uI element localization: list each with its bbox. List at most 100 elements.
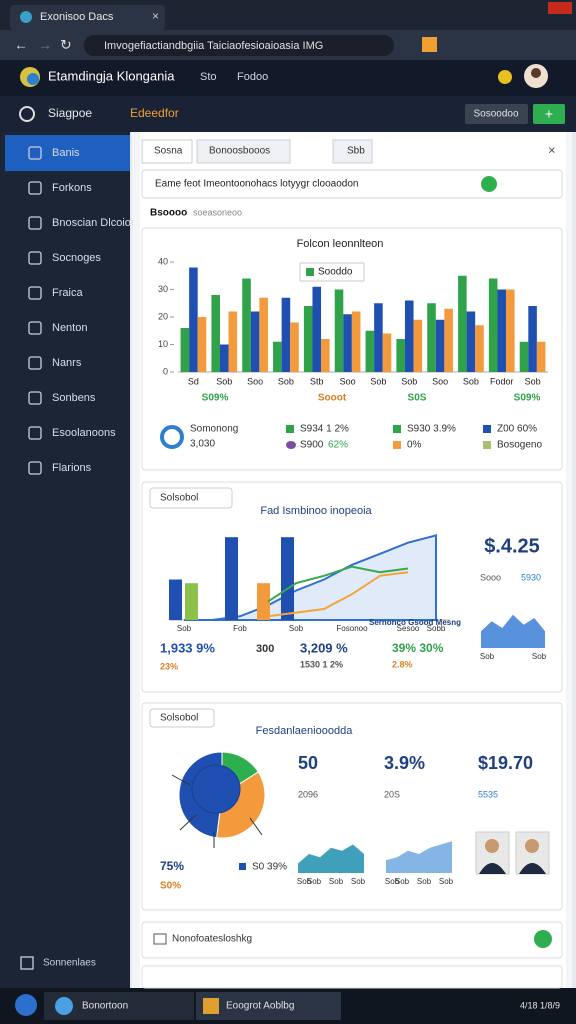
bar — [321, 339, 330, 372]
bar — [197, 317, 207, 372]
x-tick-label: Sob — [351, 877, 366, 886]
stat-text: S900 — [300, 440, 324, 451]
x-tick-label: Stb — [310, 376, 324, 386]
start-button[interactable] — [15, 994, 37, 1016]
stat-text: 0% — [407, 440, 422, 451]
taskbar-label: Eoogrot Aoblbg — [226, 1001, 294, 1012]
tab[interactable] — [196, 139, 291, 164]
x-tick-label: Fosonoo — [336, 624, 368, 633]
bar — [528, 306, 537, 372]
kpi-sub: 20S — [384, 789, 400, 799]
person-body — [479, 863, 506, 874]
person-head — [485, 839, 499, 853]
tab-title: Exonisoo Dacs — [40, 11, 114, 23]
pie-label: S0% — [160, 881, 181, 892]
search-box[interactable] — [141, 169, 563, 199]
sidebar-icon — [28, 251, 42, 265]
bar — [506, 289, 515, 372]
bar — [382, 333, 392, 372]
x-tick-label: Soo — [247, 376, 263, 386]
forward-button[interactable]: → — [38, 37, 52, 53]
taskbar-app[interactable] — [196, 992, 341, 1020]
x-tick-label: Sob — [307, 877, 322, 886]
legend-label: S0 39% — [252, 862, 287, 873]
sidebar-icon — [28, 391, 42, 405]
line — [267, 571, 409, 618]
sidebar-item: Bnoscian Dlcoior — [52, 217, 135, 229]
kpi-sub: 2.8% — [392, 659, 413, 669]
x-tick-label: Sd — [188, 376, 199, 386]
stat-swatch — [393, 441, 401, 449]
x-tick-label: Sob — [532, 652, 547, 661]
bar — [169, 579, 182, 620]
card-action[interactable] — [534, 930, 552, 948]
legend — [299, 262, 365, 282]
bar — [396, 339, 405, 372]
taskbar-label: Bonortoon — [82, 1001, 128, 1012]
filter-dropdown[interactable] — [149, 487, 233, 509]
tab-close[interactable]: × — [152, 9, 159, 23]
x-tick-label: Sob — [417, 877, 432, 886]
x-tick-label: Sob — [177, 624, 192, 633]
x-tick-label: Sob — [297, 877, 312, 886]
bar — [475, 325, 484, 372]
url-field[interactable] — [84, 35, 394, 56]
toolbar-button[interactable] — [465, 104, 528, 124]
sidebar-icon — [28, 216, 42, 230]
bar — [228, 311, 238, 372]
nav-link: Fodoo — [237, 71, 268, 83]
toolbar-button-label: Sosoodoo — [473, 109, 518, 120]
bar — [413, 319, 423, 372]
tab-label: Bonoosbooos — [209, 146, 270, 157]
sidebar-icon — [28, 286, 42, 300]
tab-close[interactable]: × — [548, 142, 556, 157]
stat-text: S09% — [514, 393, 541, 404]
x-tick-label: Sob — [385, 877, 400, 886]
app-logo — [27, 73, 39, 85]
bar — [466, 311, 476, 372]
browser-tab[interactable] — [10, 5, 165, 30]
y-tick-label: 0 — [163, 366, 168, 376]
sidebar-active[interactable] — [5, 135, 130, 171]
stat-icon — [160, 425, 184, 449]
leader-line — [179, 814, 197, 831]
stat-swatch — [483, 425, 491, 433]
sidebar-icon — [28, 181, 42, 195]
sidebar-icon — [28, 146, 42, 160]
sidebar-item: Fraica — [52, 287, 83, 299]
app-icon — [203, 998, 219, 1014]
tab[interactable] — [332, 139, 373, 164]
bar — [404, 300, 414, 372]
tab-label: Sbb — [347, 146, 365, 157]
sidebar-item: Sonbens — [52, 392, 96, 404]
bar — [312, 286, 322, 372]
filter-dropdown[interactable] — [149, 708, 215, 728]
back-button[interactable]: ← — [14, 37, 28, 53]
stat-text: 62% — [328, 440, 348, 451]
bar — [488, 278, 498, 372]
add-button[interactable] — [533, 104, 565, 124]
person-head — [525, 839, 539, 853]
bar — [273, 341, 282, 372]
card — [141, 965, 563, 989]
bar — [365, 330, 375, 372]
sidebar-item: Forkons — [52, 182, 92, 194]
tab[interactable] — [141, 139, 193, 164]
chart-title: Folcon leonnlteon — [297, 238, 384, 250]
reload-button[interactable]: ↻ — [60, 37, 72, 53]
stat-text: S0S — [408, 393, 427, 404]
notification-icon[interactable] — [498, 70, 512, 84]
bar — [211, 295, 220, 372]
bar — [290, 322, 299, 372]
extension-icon[interactable] — [422, 37, 437, 52]
window-close[interactable] — [548, 2, 572, 14]
bar — [259, 297, 268, 372]
kpi-sub: 2096 — [298, 789, 318, 799]
x-tick-label: Soo — [432, 376, 448, 386]
card — [141, 481, 563, 693]
sidebar-item: Nenton — [52, 322, 87, 334]
y-tick-label: 10 — [158, 339, 168, 349]
stat-swatch — [286, 441, 296, 449]
bar — [351, 311, 361, 372]
x-tick-label: Sob — [370, 376, 386, 386]
